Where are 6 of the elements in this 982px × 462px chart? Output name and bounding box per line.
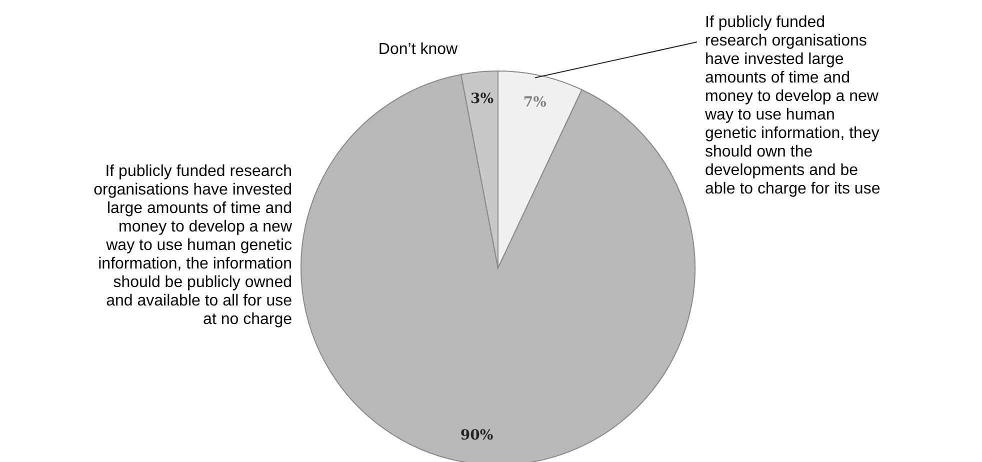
category-label: If publicly funded research organisations have invested large amounts of time and money to develop a new way to use human genetic information, they should own the developments and be able to charge for its use: [705, 14, 880, 198]
category-label: If publicly funded research organisations have invested large amounts of time and money to develop a new way to use human genetic information, the information should be publicly owned and available to all for use at no charge: [94, 163, 292, 328]
data-label: 7%: [523, 94, 546, 110]
data-label: 3%: [470, 90, 494, 107]
data-label: 90%: [460, 428, 494, 444]
slice-label: Don’t know: [378, 41, 458, 58]
